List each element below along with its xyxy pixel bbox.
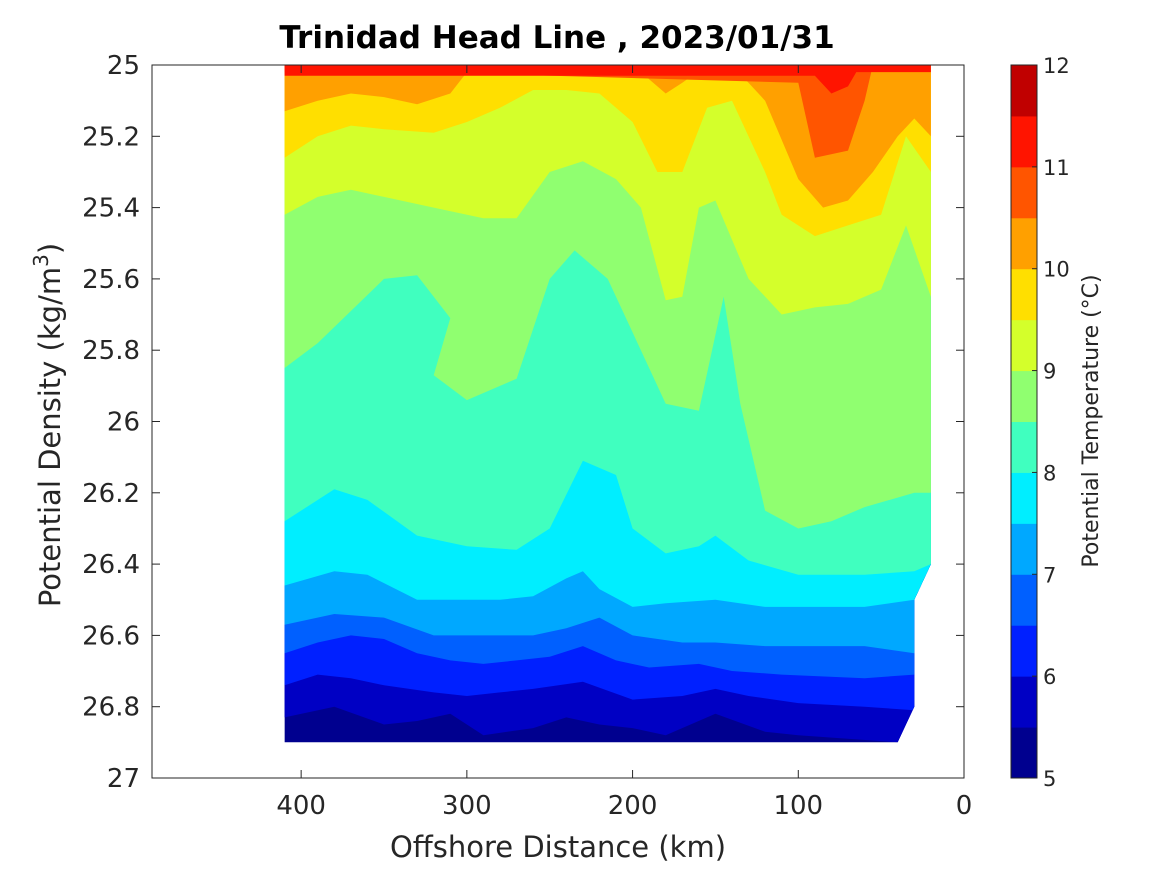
colorbar-swatch xyxy=(1011,370,1037,422)
x-tick-label: 100 xyxy=(773,791,823,821)
y-tick-label: 25.4 xyxy=(82,194,140,224)
y-tick-label: 25 xyxy=(107,51,140,81)
y-axis-label-main: Potential Density (kg/m xyxy=(33,267,67,607)
contour-band-10 xyxy=(284,65,931,208)
colorbar-tick-label: 9 xyxy=(1043,360,1056,384)
contour-band-11 xyxy=(284,65,931,94)
colorbar-tick-label: 11 xyxy=(1043,156,1070,180)
y-axis-ticks: 25 25.2 25.4 25.6 25.8 26 26.2 26.4 26.6 26.8 27 xyxy=(82,51,964,794)
colorbar-frame xyxy=(1010,64,1038,779)
x-tick-label: 300 xyxy=(442,791,492,821)
y-tick-label: 25.6 xyxy=(82,265,140,295)
x-tick-label: 400 xyxy=(276,791,326,821)
chart-title: Trinidad Head Line , 2023/01/31 xyxy=(279,20,834,56)
y-axis-label-superscript: 3 xyxy=(29,254,53,267)
x-axis-ticks: 400 300 200 100 0 xyxy=(276,65,972,821)
x-tick-label: 200 xyxy=(608,791,658,821)
colorbar-label: Potential Temperature (°C) xyxy=(1079,274,1104,567)
y-axis-label: Potential Density (kg/m3) xyxy=(29,243,67,607)
colorbar-swatch xyxy=(1011,727,1037,779)
y-axis-label-close: ) xyxy=(33,243,67,254)
colorbar-tick-label: 10 xyxy=(1043,258,1070,282)
y-tick-label: 25.2 xyxy=(82,122,140,152)
colorbar-swatch xyxy=(1011,217,1037,270)
colorbar-swatch xyxy=(1011,268,1037,321)
colorbar-swatch xyxy=(1011,65,1037,117)
y-tick-label: 27 xyxy=(107,764,140,794)
colorbar-swatch xyxy=(1011,115,1037,168)
colorbar: 5 6 7 8 9 10 11 12 xyxy=(1010,54,1070,791)
colorbar-swatch xyxy=(1011,319,1037,372)
colorbar-tick-label: 7 xyxy=(1043,563,1056,587)
y-tick-label: 26.6 xyxy=(82,621,140,651)
contour-bands xyxy=(284,65,931,743)
colorbar-swatch xyxy=(1011,523,1037,575)
x-tick-label: 0 xyxy=(956,791,973,821)
y-tick-label: 26.8 xyxy=(82,693,140,723)
x-axis-label: Offshore Distance (km) xyxy=(390,830,726,864)
y-tick-label: 26 xyxy=(107,408,140,438)
colorbar-swatch xyxy=(1011,625,1037,677)
colorbar-swatch xyxy=(1011,421,1037,473)
colorbar-swatch xyxy=(1011,574,1037,626)
colorbar-swatch xyxy=(1011,676,1037,728)
y-tick-label: 26.2 xyxy=(82,479,140,509)
colorbar-swatch xyxy=(1011,166,1037,219)
y-tick-label: 25.8 xyxy=(82,336,140,366)
colorbar-tick-label: 6 xyxy=(1043,665,1056,689)
colorbar-swatch xyxy=(1011,472,1037,524)
colorbar-tick-label: 5 xyxy=(1043,767,1056,791)
colorbar-tick-label: 12 xyxy=(1043,54,1070,78)
colorbar-tick-label: 8 xyxy=(1043,461,1056,485)
y-tick-label: 26.4 xyxy=(82,550,140,580)
